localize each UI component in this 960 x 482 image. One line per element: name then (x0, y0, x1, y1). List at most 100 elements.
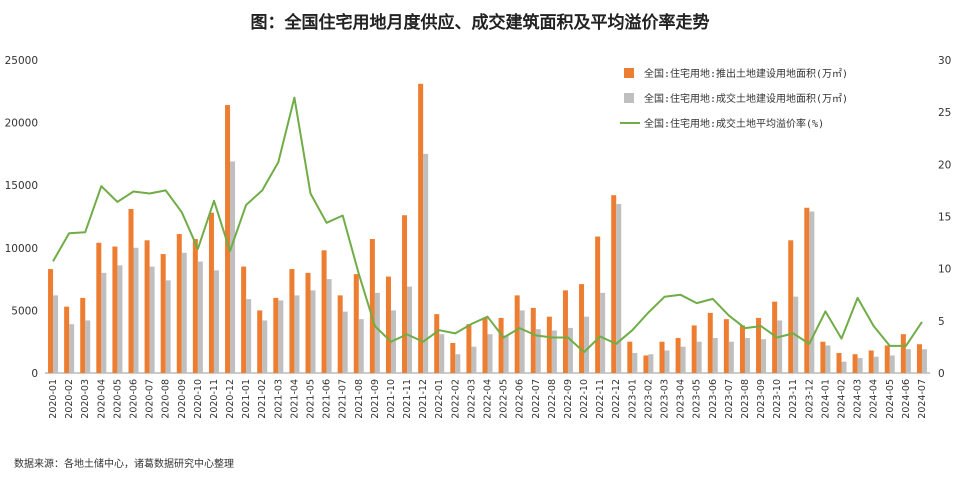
supply-bar (80, 297, 86, 373)
right-y-tick-label: 30 (938, 55, 951, 67)
deal-bar (390, 310, 396, 373)
line-marks (52, 96, 923, 354)
deal-bar (310, 290, 316, 373)
x-tick-label: 2022-12 (611, 379, 622, 419)
deal-bar (905, 349, 911, 373)
x-tick-label: 2020-05 (112, 379, 123, 419)
x-tick-label: 2024-06 (901, 379, 912, 419)
x-tick-label: 2022-06 (515, 379, 526, 419)
supply-bar (353, 274, 359, 373)
x-tick-label: 2022-04 (483, 379, 494, 419)
legend-label: 全国:住宅用地:成交土地平均溢价率(%) (644, 117, 824, 130)
x-tick-label: 2023-10 (772, 379, 783, 419)
supply-bar (208, 212, 214, 373)
supply-bar (402, 215, 408, 373)
supply-bar (868, 350, 874, 373)
right-y-tick-label: 5 (938, 316, 945, 328)
x-tick-label: 2024-01 (820, 379, 831, 419)
x-tick-label: 2023-07 (724, 379, 735, 419)
supply-bar (64, 306, 70, 373)
supply-bar (884, 345, 890, 373)
deal-bar (728, 341, 734, 373)
left-y-tick-label: 5000 (11, 305, 38, 317)
x-tick-label: 2022-11 (595, 379, 606, 419)
left-y-tick-label: 20000 (5, 118, 38, 130)
deal-bar (294, 295, 300, 373)
x-tick-label: 2021-08 (354, 379, 365, 419)
supply-bar (916, 344, 922, 373)
x-tick-label: 2021-02 (257, 379, 268, 419)
supply-bar (305, 272, 311, 373)
supply-bar (756, 317, 762, 373)
supply-bar (385, 276, 391, 373)
deal-bar (809, 211, 815, 373)
supply-bar (900, 334, 906, 373)
supply-bar (369, 239, 375, 373)
supply-bar (418, 83, 424, 374)
deal-bar (761, 339, 767, 373)
deal-bar (777, 320, 783, 373)
deal-bar (551, 330, 557, 373)
deal-bar (262, 320, 268, 373)
x-tick-label: 2021-09 (370, 379, 381, 419)
supply-bar (772, 301, 778, 373)
deal-bar (374, 292, 380, 373)
deal-bar (873, 356, 879, 373)
x-tick-label: 2020-07 (145, 379, 156, 419)
x-tick-label: 2021-03 (273, 379, 284, 419)
legend-label: 全国:住宅用地:推出土地建设用地面积(万㎡) (644, 67, 848, 80)
x-tick-label: 2023-01 (627, 379, 638, 419)
supply-bar (579, 284, 585, 373)
deal-bar (600, 292, 606, 373)
supply-bar (112, 246, 118, 373)
supply-bar (562, 290, 568, 373)
x-tick-label: 2020-11 (209, 379, 220, 419)
supply-bar (225, 105, 231, 374)
x-tick-label: 2021-05 (306, 379, 317, 419)
x-tick-label: 2022-05 (499, 379, 510, 419)
deal-bar (407, 286, 413, 373)
deal-bar (69, 324, 75, 373)
deal-bar (278, 300, 284, 373)
deal-bar (101, 272, 107, 373)
supply-bar (321, 250, 327, 373)
x-tick-label: 2022-07 (531, 379, 542, 419)
left-y-tick-label: 25000 (5, 55, 38, 67)
supply-bar (707, 312, 713, 373)
deal-bar (181, 252, 187, 373)
x-tick-label: 2024-04 (869, 379, 880, 419)
x-tick-label: 2023-04 (676, 379, 687, 419)
right-y-tick-label: 25 (938, 107, 951, 119)
supply-bar (627, 341, 633, 373)
supply-bar (289, 269, 295, 373)
supply-bar (257, 310, 263, 373)
x-tick-label: 2023-03 (660, 379, 671, 419)
deal-bar (535, 329, 541, 373)
deal-bar (487, 334, 493, 373)
deal-bar (503, 335, 509, 373)
supply-bar (804, 207, 810, 373)
x-tick-label: 2023-08 (740, 379, 751, 419)
deal-bar (326, 279, 332, 373)
deal-bar (632, 352, 638, 373)
x-tick-label: 2020-10 (193, 379, 204, 419)
deal-bar (696, 341, 702, 373)
deal-bar (889, 355, 895, 373)
right-y-tick-label: 0 (938, 368, 945, 380)
supply-bar (675, 337, 681, 373)
deal-bar (921, 349, 927, 373)
right-y-tick-label: 15 (938, 212, 951, 224)
bar-marks (48, 83, 927, 374)
x-tick-label: 2021-10 (386, 379, 397, 419)
x-tick-label: 2024-03 (853, 379, 864, 419)
supply-bar (96, 242, 102, 373)
supply-bar (273, 297, 279, 373)
deal-bar (423, 153, 429, 373)
x-tick-label: 2022-09 (563, 379, 574, 419)
deal-bar (471, 346, 477, 373)
right-y-tick-label: 20 (938, 159, 951, 171)
supply-bar (611, 195, 617, 373)
x-tick-label: 2023-12 (804, 379, 815, 419)
chart-title: 图：全国住宅用地月度供应、成交建筑面积及平均溢价率走势 (251, 12, 710, 33)
